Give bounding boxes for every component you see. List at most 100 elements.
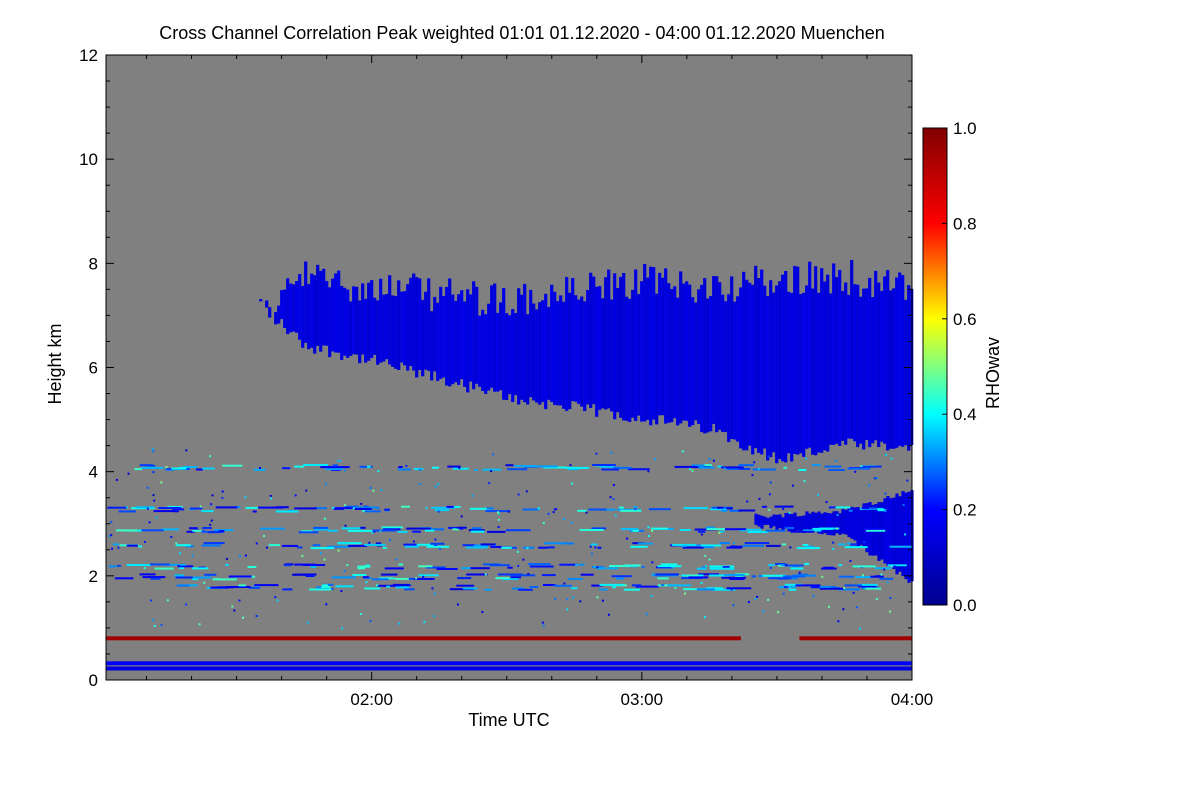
signal-dash — [501, 546, 512, 549]
signal-speckle — [767, 598, 770, 601]
cloud-strip — [466, 289, 470, 393]
cloud-strip — [628, 298, 632, 422]
cloud-strip — [328, 287, 332, 358]
signal-dash — [116, 529, 138, 532]
signal-speckle — [153, 624, 156, 627]
lower-cloud-strip — [820, 513, 824, 535]
signal-dash — [844, 546, 868, 549]
signal-dash — [823, 566, 834, 569]
signal-dash — [354, 508, 372, 510]
signal-speckle — [777, 611, 780, 614]
signal-speckle — [634, 508, 637, 511]
signal-dash — [857, 583, 878, 586]
signal-dash — [360, 526, 366, 529]
cloud-strip — [826, 274, 830, 452]
cloud-strip — [745, 279, 749, 451]
signal-speckle — [343, 569, 346, 572]
cloud-strip — [835, 277, 839, 444]
signal-dash — [457, 577, 472, 580]
signal-speckle — [146, 486, 149, 489]
signal-speckle — [747, 600, 750, 603]
signal-speckle — [880, 573, 883, 576]
cloud-strip — [340, 285, 344, 360]
signal-dash — [719, 530, 725, 533]
signal-dash — [347, 529, 373, 532]
cloud-strip — [355, 286, 359, 355]
signal-dash — [485, 510, 511, 513]
signal-dash — [182, 466, 198, 468]
signal-speckle — [832, 541, 835, 544]
signal-dash — [192, 529, 202, 532]
signal-dash — [783, 575, 806, 578]
lower-cloud-strip — [796, 516, 800, 531]
cloud-strip — [334, 273, 338, 353]
signal-dash — [811, 464, 821, 466]
signal-dash — [721, 509, 728, 512]
signal-dash — [341, 527, 363, 530]
cloud-strip — [718, 282, 722, 430]
signal-dash — [430, 542, 445, 545]
cloud-strip — [688, 284, 692, 427]
signal-dash — [507, 566, 513, 569]
signal-dash — [862, 465, 882, 468]
signal-dash — [138, 545, 143, 548]
signal-speckle — [185, 603, 188, 606]
signal-dash — [196, 468, 203, 471]
signal-speckle — [517, 564, 520, 567]
signal-speckle — [756, 595, 759, 598]
cloud-strip — [766, 296, 770, 461]
signal-dash — [864, 527, 885, 530]
signal-dash — [650, 527, 669, 530]
signal-dash — [348, 544, 368, 547]
cloud-strip — [796, 266, 800, 455]
signal-speckle — [757, 467, 760, 470]
signal-speckle — [110, 521, 113, 524]
signal-dash — [601, 468, 619, 471]
signal-dash — [877, 509, 886, 512]
signal-dash — [509, 546, 517, 549]
signal-speckle — [377, 470, 380, 473]
cloud-strip — [364, 298, 368, 363]
signal-dash — [541, 574, 556, 577]
signal-speckle — [891, 565, 894, 568]
signal-dash — [889, 545, 913, 548]
signal-speckle — [423, 621, 426, 624]
cloud-strip — [481, 309, 485, 391]
signal-speckle — [368, 541, 371, 544]
signal-dash — [452, 528, 460, 531]
signal-dash — [857, 585, 877, 588]
cloud-strip — [418, 278, 422, 370]
signal-dash — [505, 464, 514, 467]
y-tick-label: 0 — [89, 671, 98, 690]
signal-speckle — [651, 561, 654, 564]
cloud-strip — [313, 275, 317, 354]
signal-dash — [501, 578, 519, 581]
signal-dash — [359, 465, 373, 468]
cloud-strip — [808, 261, 812, 448]
cloud-strip — [871, 297, 875, 444]
cloud-strip — [619, 276, 623, 418]
signal-speckle — [269, 494, 272, 497]
signal-dash — [344, 505, 359, 508]
cloud-strip — [268, 307, 272, 318]
signal-dash — [631, 584, 642, 587]
cloud-strip — [586, 290, 590, 405]
signal-dash — [726, 587, 752, 590]
cloud-strip — [640, 281, 644, 422]
signal-speckle — [788, 511, 791, 514]
signal-speckle — [594, 546, 597, 549]
signal-dash — [489, 564, 510, 567]
signal-dash — [175, 544, 191, 547]
cloud-strip — [850, 259, 854, 439]
cloud-strip — [397, 280, 401, 370]
signal-speckle — [746, 500, 749, 503]
signal-speckle — [372, 489, 375, 492]
signal-dash — [202, 527, 212, 529]
lower-cloud-strip — [790, 514, 794, 532]
signal-dash — [802, 544, 809, 546]
signal-dash — [178, 565, 194, 568]
cloud-strip — [769, 280, 773, 458]
signal-dash — [142, 576, 166, 579]
signal-speckle — [458, 467, 461, 469]
